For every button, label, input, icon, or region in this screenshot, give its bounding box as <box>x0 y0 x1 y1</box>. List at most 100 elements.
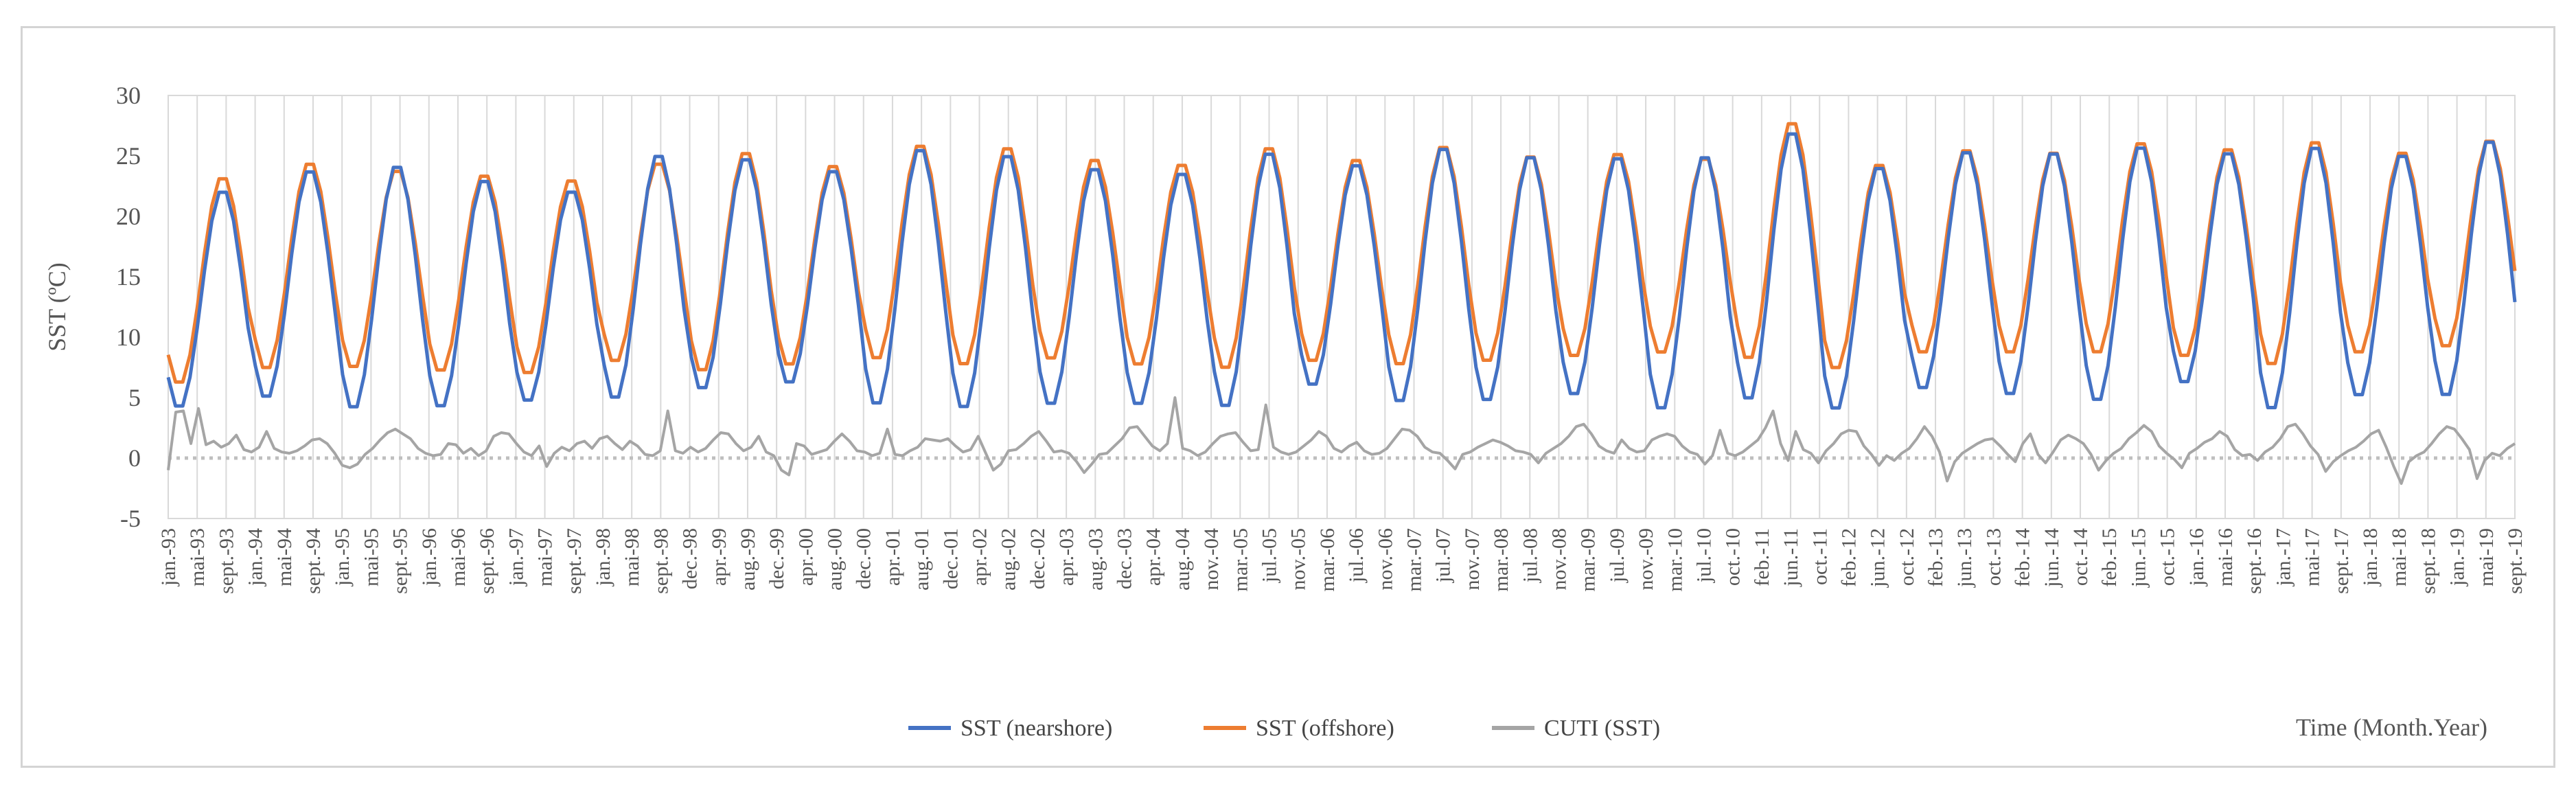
x-tick-label: nov.-08 <box>1548 528 1570 591</box>
x-tick-label: jul.-05 <box>1258 528 1281 583</box>
legend-label: SST (offshore) <box>1256 716 1394 741</box>
x-tick-label: feb.-13 <box>1924 528 1947 587</box>
x-tick-label: sept.-19 <box>2504 528 2527 594</box>
x-tick-label: sept.-18 <box>2417 528 2439 594</box>
x-tick-label: jan.-18 <box>2359 528 2382 586</box>
x-tick-label: aug.-01 <box>910 528 933 591</box>
x-tick-label: jan.-97 <box>505 528 527 586</box>
x-tick-label: nov.-04 <box>1200 528 1223 591</box>
y-tick-label: 15 <box>116 263 141 290</box>
y-axis-ticks: -5 0 5 10 15 20 25 30 <box>116 82 141 532</box>
x-tick-label: mai-16 <box>2214 528 2237 586</box>
x-tick-label: apr.-02 <box>969 528 991 586</box>
x-tick-label: sept.-95 <box>389 528 412 594</box>
x-tick-label: mai-19 <box>2475 528 2498 586</box>
x-tick-label: jan.-94 <box>244 528 267 586</box>
x-tick-label: apr.-00 <box>794 528 817 586</box>
legend: SST (nearshore) SST (offshore) CUTI (SST) <box>908 716 1660 741</box>
x-tick-label: mai-17 <box>2301 528 2324 586</box>
x-tick-label: mar.-09 <box>1577 528 1600 591</box>
x-tick-label: aug.-99 <box>737 528 759 591</box>
x-tick-label: sept.-98 <box>649 528 672 594</box>
x-tick-label: sept.-96 <box>476 528 498 594</box>
x-tick-label: aug.-00 <box>824 528 847 591</box>
series-line-nearshore <box>166 132 2517 410</box>
x-tick-label: mai-97 <box>534 528 557 586</box>
chart-frame: -5 0 5 10 15 20 25 30 jan.-93 mai-93 sept.-93 jan.… <box>21 26 2555 768</box>
x-tick-label: sept.-17 <box>2330 528 2353 594</box>
x-tick-label: jun.-12 <box>1867 528 1889 588</box>
x-tick-label: mai-18 <box>2388 528 2411 586</box>
x-tick-label: jun.-15 <box>2127 528 2150 588</box>
x-tick-label: oct.-14 <box>2069 528 2092 586</box>
x-tick-label: oct.-11 <box>1808 528 1831 585</box>
x-tick-label: dec.-99 <box>766 528 788 589</box>
x-tick-label: jul.-06 <box>1345 528 1368 583</box>
x-tick-label: apr.-03 <box>1055 528 1078 586</box>
legend-label: SST (nearshore) <box>961 716 1112 741</box>
x-tick-label: jul.-08 <box>1519 528 1541 583</box>
series-line-offshore <box>166 122 2517 384</box>
x-tick-label: aug.-02 <box>998 528 1020 591</box>
x-tick-label: mai-98 <box>621 528 643 586</box>
x-axis-ticks: jan.-93 mai-93 sept.-93 jan.-94 mai-94 sept.-… <box>157 528 2527 594</box>
x-tick-label: jul.-07 <box>1432 528 1455 583</box>
x-tick-label: feb.-15 <box>2098 528 2121 587</box>
x-tick-label: mar.-06 <box>1316 528 1339 591</box>
x-tick-label: mar.-10 <box>1664 528 1686 591</box>
x-tick-label: mai-95 <box>360 528 382 586</box>
x-tick-label: dec.-03 <box>1114 528 1136 589</box>
x-tick-label: dec.-01 <box>939 528 962 589</box>
y-tick-label: 0 <box>128 444 141 472</box>
x-tick-label: sept.-94 <box>302 528 325 594</box>
x-tick-label: jan.-19 <box>2446 528 2469 586</box>
y-tick-label: 10 <box>116 323 141 351</box>
x-tick-label: nov.-07 <box>1461 528 1484 591</box>
x-tick-label: dec.-00 <box>853 528 875 589</box>
x-tick-label: mar.-08 <box>1490 528 1513 591</box>
x-tick-label: jan.-95 <box>331 528 354 586</box>
y-axis-title: SST (ºC) <box>43 262 71 352</box>
series-lines <box>166 122 2517 485</box>
plot-area-border <box>168 95 2516 519</box>
x-tick-label: feb.-14 <box>2012 528 2034 587</box>
x-tick-label: feb.-12 <box>1837 528 1860 587</box>
x-tick-label: jul.-09 <box>1606 528 1629 583</box>
x-tick-label: jul.-10 <box>1692 528 1715 583</box>
x-tick-label: dec.-02 <box>1026 528 1049 589</box>
x-tick-label: jun.-13 <box>1953 528 1976 588</box>
x-tick-label: feb.-11 <box>1751 528 1773 586</box>
x-tick-label: mai-93 <box>186 528 209 586</box>
x-tick-label: oct.-15 <box>2157 528 2179 586</box>
y-tick-label: 25 <box>116 142 141 170</box>
x-tick-label: mai-96 <box>447 528 470 586</box>
x-tick-label: jun.-11 <box>1780 528 1802 587</box>
x-tick-label: jun.-14 <box>2040 528 2063 588</box>
x-tick-label: oct.-13 <box>1982 528 2005 586</box>
x-axis-title: Time (Month.Year) <box>2296 714 2487 741</box>
x-tick-label: apr.-99 <box>708 528 731 586</box>
legend-label: CUTI (SST) <box>1544 716 1660 741</box>
grid-lines <box>168 95 2516 519</box>
x-tick-label: nov.-06 <box>1374 528 1396 591</box>
y-tick-label: -5 <box>120 505 141 532</box>
x-tick-label: sept.-93 <box>215 528 238 594</box>
x-tick-label: jan.-16 <box>2185 528 2208 586</box>
x-tick-label: oct.-10 <box>1722 528 1745 586</box>
x-tick-label: mai-94 <box>273 528 296 586</box>
x-tick-label: apr.-01 <box>882 528 904 586</box>
series-line-cuti <box>167 396 2516 485</box>
x-tick-label: apr.-04 <box>1142 528 1165 586</box>
x-tick-label: jan.-98 <box>592 528 614 586</box>
x-tick-label: sept.-97 <box>563 528 586 594</box>
y-tick-label: 20 <box>116 203 141 230</box>
x-tick-label: jan.-96 <box>418 528 441 586</box>
y-tick-label: 5 <box>128 384 141 411</box>
x-tick-label: oct.-12 <box>1896 528 1918 586</box>
y-tick-label: 30 <box>116 82 141 109</box>
x-tick-label: aug.-03 <box>1084 528 1107 591</box>
x-tick-label: nov.-09 <box>1635 528 1657 591</box>
x-tick-label: jan.-93 <box>157 528 180 586</box>
x-tick-label: aug.-04 <box>1171 528 1194 591</box>
